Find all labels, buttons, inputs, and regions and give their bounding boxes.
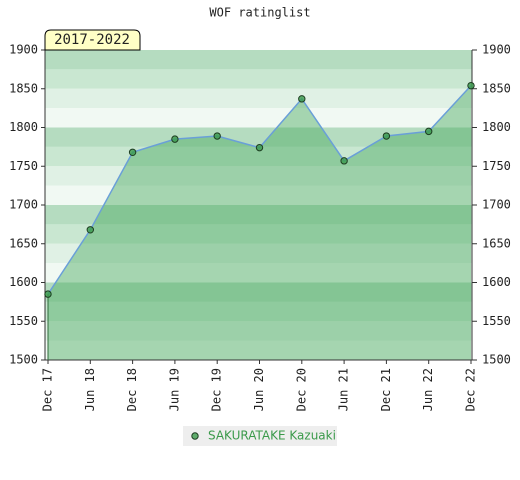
y-tick-label: 1600 [9,275,38,289]
x-tick-label: Dec 22 [464,368,478,411]
point [213,132,221,140]
y2-tick-label: 1750 [482,159,511,173]
y2-tick-label: 1600 [482,275,511,289]
x-tick-label: Dec 21 [379,368,393,411]
x-tick-label: Dec 19 [210,368,224,411]
x-tick-label: Jun 19 [167,368,181,411]
x-tick-label: Jun 21 [337,368,351,411]
x-tick-label: Jun 20 [252,368,266,411]
y2-tick-label: 1900 [482,43,511,57]
y-tick-label: 1700 [9,198,38,212]
annotation-box [44,29,141,51]
point [382,132,391,140]
y-tick-label: 1550 [9,314,38,328]
point [298,95,306,103]
area [48,85,471,361]
legend-label: SAKURATAKE Kazuaki [208,429,336,443]
point [340,157,348,165]
annotation: 2017-2022 [54,32,130,48]
x-tick-label: Jun 18 [83,368,97,411]
point [255,143,264,152]
y2-tick-label: 1650 [482,236,511,250]
y-tick-label: 1850 [9,81,38,95]
legend-marker [191,432,199,440]
y2-tick-label: 1500 [482,353,511,367]
y2-tick-label: 1700 [482,198,511,212]
x-tick-label: Dec 18 [125,368,139,411]
y-tick-label: 1800 [9,120,38,134]
point [425,127,433,136]
point [171,135,179,143]
y-tick-label: 1750 [9,159,38,173]
y2-tick-label: 1850 [482,81,511,95]
y2-tick-label: 1550 [482,314,511,328]
y-tick-label: 1500 [9,353,38,367]
point [467,81,475,90]
chart-title: WOF ratinglist [209,6,310,20]
x-tick-label: Dec 20 [294,368,308,411]
point [44,290,52,298]
point [128,148,137,157]
x-tick-label: Jun 22 [421,368,435,411]
y-tick-label: 1650 [9,236,38,250]
x-tick-label: Dec 17 [41,368,55,411]
y-tick-label: 1900 [9,43,38,57]
legend-box [183,426,337,446]
point [86,226,95,234]
y2-tick-label: 1800 [482,120,511,134]
plot-background [45,50,472,360]
